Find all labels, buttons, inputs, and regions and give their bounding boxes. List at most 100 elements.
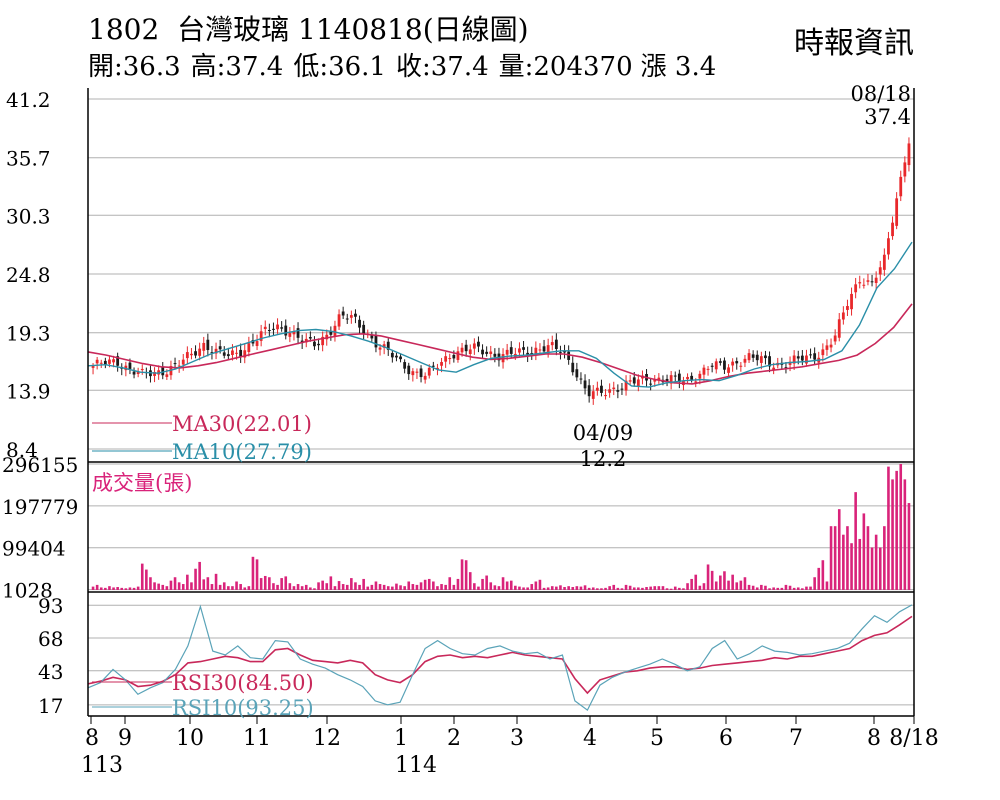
volume-bar [292, 586, 296, 590]
price-candle [542, 346, 546, 352]
price-candle [874, 277, 878, 284]
volume-bar [555, 586, 558, 590]
volume-bar [194, 568, 197, 590]
volume-bar [669, 588, 673, 590]
volume-bar [792, 587, 796, 590]
price-candle [108, 359, 111, 364]
price-candle [854, 284, 858, 293]
price-candle [882, 254, 886, 270]
volume-bar [657, 586, 661, 590]
price-candle [608, 389, 612, 393]
price-candle [263, 326, 267, 330]
volume-bar [698, 585, 702, 590]
volume-bar [321, 580, 324, 590]
price-candle [190, 353, 193, 356]
volume-bar [862, 513, 866, 590]
quote-open: 開:36.3 [88, 52, 181, 82]
price-candle [243, 350, 247, 358]
price-tick-label: 19.3 [6, 322, 51, 346]
price-candle [850, 293, 853, 310]
price-candle [833, 335, 837, 342]
price-candle [509, 347, 513, 354]
price-candle [837, 319, 841, 338]
volume-bar [710, 570, 714, 590]
volume-bar [874, 534, 878, 590]
volume-bar [579, 586, 583, 590]
price-candle [292, 331, 296, 335]
volume-bar [723, 571, 726, 590]
price-candle [649, 383, 653, 385]
price-candle [329, 331, 333, 335]
rsi30-legend: RSI30(84.50) [172, 671, 314, 695]
price-candle [349, 315, 353, 318]
volume-bar [366, 586, 370, 590]
price-candle [173, 363, 177, 365]
price-candle [362, 324, 366, 334]
price-candle [714, 361, 718, 370]
volume-bar [587, 587, 591, 590]
price-candle [805, 355, 808, 364]
volume-bar [743, 577, 747, 590]
price-candle [538, 349, 542, 351]
price-candle [821, 349, 825, 356]
volume-bar [112, 587, 115, 590]
price-candle [288, 333, 292, 337]
volume-bar [497, 586, 501, 590]
price-candle [132, 371, 136, 375]
volume-bar [895, 470, 898, 590]
price-candle [468, 349, 472, 355]
price-candle [764, 355, 767, 359]
price-candle [878, 267, 882, 275]
price-candle [702, 367, 706, 375]
quote-high: 高:37.4 [190, 52, 284, 82]
price-candle [440, 362, 443, 366]
price-candle [669, 375, 673, 384]
price-candle [686, 376, 689, 380]
price-candle [95, 359, 99, 364]
volume-bar [489, 582, 493, 590]
volume-bar [382, 584, 386, 590]
price-candle [677, 373, 681, 382]
volume-bar [157, 583, 160, 590]
volume-bar [727, 580, 730, 590]
price-candle [411, 371, 415, 376]
volume-bar [161, 584, 165, 590]
stock-code: 1802 [88, 13, 160, 46]
price-candle [571, 362, 575, 373]
volume-bar [825, 581, 829, 590]
low-annotation-date: 04/09 [573, 421, 634, 445]
volume-bar [616, 587, 620, 590]
volume-bar [165, 586, 169, 590]
volume-bar [563, 587, 566, 590]
volume-bar [268, 577, 271, 590]
volume-bar [99, 587, 103, 590]
price-panel [87, 137, 913, 405]
volume-bar [411, 584, 415, 590]
volume-bar [686, 583, 689, 590]
volume-bar [136, 586, 140, 590]
price-candle [559, 352, 562, 354]
volume-bar [514, 585, 517, 590]
volume-bar [714, 581, 718, 590]
volume-bar [706, 564, 710, 590]
volume-bar [374, 581, 378, 590]
volume-bar [546, 587, 550, 590]
price-candle [829, 344, 833, 348]
volume-bar [325, 583, 329, 590]
price-candle [534, 347, 538, 355]
x-axis-year-label: 113 [81, 753, 123, 778]
price-candle [751, 354, 755, 358]
grid-lines [88, 98, 914, 706]
volume-bar [124, 588, 128, 590]
volume-bar [632, 587, 636, 590]
x-axis-month-label: 9 [118, 726, 132, 751]
chart-date: 1140818(日線圖) [298, 13, 529, 46]
volume-bar [850, 543, 853, 590]
volume-bar [407, 581, 411, 590]
volume-bar [313, 588, 316, 590]
price-candle [518, 348, 521, 353]
price-tick-label: 13.9 [6, 379, 51, 403]
x-axis-month-label: 1 [394, 726, 408, 751]
price-candle [321, 336, 325, 346]
volume-bar [596, 588, 599, 590]
